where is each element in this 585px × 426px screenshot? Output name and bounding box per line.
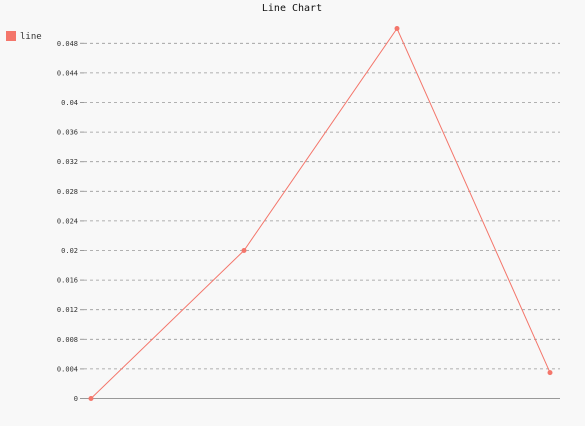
y-tick-label: 0.044: [57, 69, 78, 77]
y-tick-label: 0.048: [57, 40, 78, 48]
y-tick-label: 0.012: [57, 306, 78, 314]
y-tick-label: 0.032: [57, 158, 78, 166]
y-tick-labels: 0 0.004 0.008 0.012 0.016 0.02 0.024 0.028 0.032…: [57, 40, 84, 403]
chart-title: Line Chart: [262, 3, 322, 14]
y-tick-label: 0.04: [61, 99, 78, 107]
series-line-group: [88, 26, 553, 401]
data-point[interactable]: [241, 248, 247, 253]
y-tick-label: 0: [74, 395, 78, 403]
y-tick-label: 0.02: [61, 247, 78, 255]
legend-label: line: [20, 32, 42, 42]
y-tick-label: 0.016: [57, 277, 78, 285]
y-tick-label: 0.036: [57, 129, 78, 137]
y-tick-label: 0.028: [57, 188, 78, 196]
legend-swatch: [6, 31, 16, 41]
series-line: [90, 27, 551, 399]
legend[interactable]: line: [6, 31, 42, 42]
grid-lines: [84, 42, 560, 370]
data-point[interactable]: [547, 370, 553, 376]
y-tick-label: 0.004: [57, 365, 78, 373]
data-point[interactable]: [88, 396, 94, 401]
y-tick-label: 0.008: [57, 336, 78, 344]
y-tick-label: 0.024: [57, 217, 78, 225]
data-point[interactable]: [394, 26, 400, 31]
